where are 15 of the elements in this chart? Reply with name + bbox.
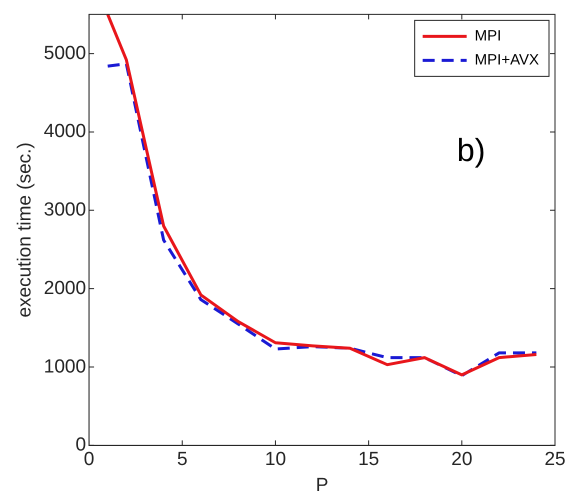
x-tick-label: 10	[264, 449, 286, 470]
x-tick-label: 5	[176, 449, 188, 470]
x-tick-label: 15	[358, 449, 380, 470]
y-tick-label: 2000	[44, 278, 86, 299]
x-tick-label: 25	[544, 449, 566, 470]
legend-label: MPI	[474, 28, 502, 45]
y-axis-title: execution time (sec.)	[14, 142, 36, 318]
x-tick-label: 20	[451, 449, 472, 470]
annotation: b)	[456, 132, 486, 168]
y-tick-label: 1000	[44, 356, 86, 378]
y-tick-label: 5000	[44, 42, 86, 64]
y-tick-label: 4000	[44, 121, 86, 142]
y-tick-label: 3000	[44, 200, 86, 221]
x-axis-title: P	[316, 474, 328, 496]
legend-label: MPI+AVX	[474, 52, 540, 69]
